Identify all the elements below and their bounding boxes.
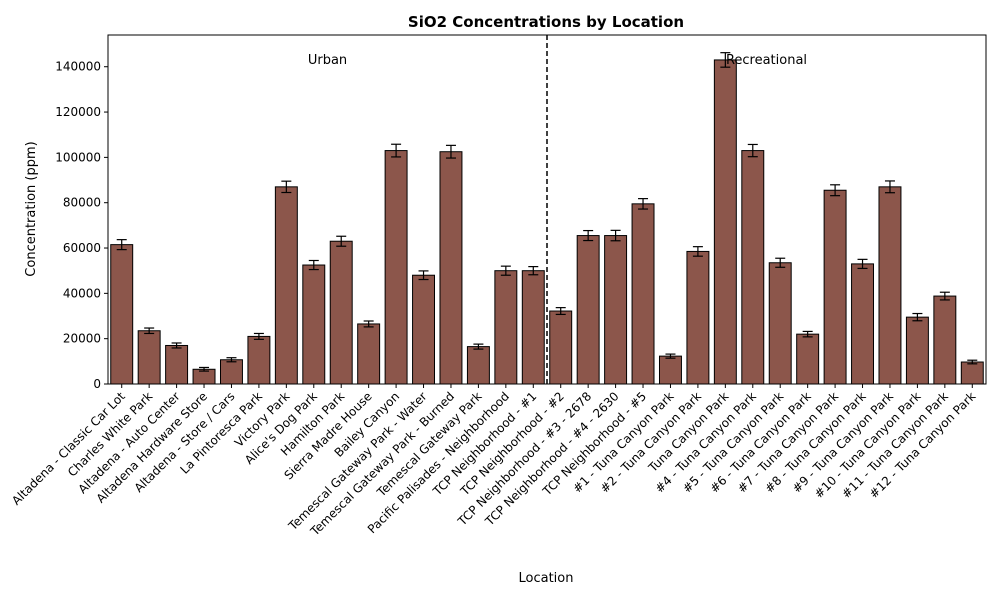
bar	[960, 361, 984, 385]
bar	[412, 274, 436, 385]
bar	[796, 333, 820, 385]
bar	[384, 150, 408, 385]
y-tick-label: 40000	[63, 286, 101, 300]
bar	[713, 59, 737, 385]
y-axis: 0 20000 40000 60000 80000 100000 120000 140000	[55, 60, 108, 391]
error-bars-group	[116, 52, 978, 372]
bar	[247, 335, 271, 385]
bar	[604, 235, 628, 385]
bar	[521, 270, 545, 385]
x-axis-label: Location	[519, 571, 574, 586]
bar	[466, 346, 490, 385]
y-tick-label: 20000	[63, 332, 101, 346]
chart-title: SiO2 Concentrations by Location	[408, 13, 684, 31]
bar	[768, 262, 792, 385]
y-axis-label: Concentration (ppm)	[24, 141, 39, 276]
bar	[302, 264, 326, 385]
bar	[219, 359, 243, 385]
group-label: Urban	[308, 53, 347, 68]
bar	[439, 151, 463, 385]
bar	[823, 189, 847, 385]
bars-group	[110, 59, 984, 385]
y-tick-label: 120000	[55, 105, 101, 119]
bar	[165, 344, 189, 385]
y-tick-label: 80000	[63, 196, 101, 210]
bar	[357, 323, 381, 385]
bar	[851, 263, 875, 385]
bar	[274, 186, 298, 385]
bar	[658, 355, 682, 385]
bar	[137, 330, 161, 385]
bar	[631, 203, 655, 385]
y-tick-label: 0	[93, 377, 101, 391]
bar	[576, 235, 600, 385]
bar	[110, 244, 134, 385]
bar	[549, 310, 573, 385]
y-tick-label: 100000	[55, 150, 101, 164]
plot-frame	[107, 34, 987, 385]
bar	[878, 186, 902, 385]
y-tick-label: 140000	[55, 60, 101, 74]
bar	[933, 295, 957, 385]
bar	[905, 316, 929, 385]
group-label: Recreational	[726, 53, 807, 68]
annotations-group: Urban Recreational	[308, 35, 807, 384]
bar	[741, 150, 765, 385]
y-tick-label: 60000	[63, 241, 101, 255]
bar	[329, 240, 353, 385]
bar	[494, 270, 518, 385]
bar	[686, 250, 710, 385]
